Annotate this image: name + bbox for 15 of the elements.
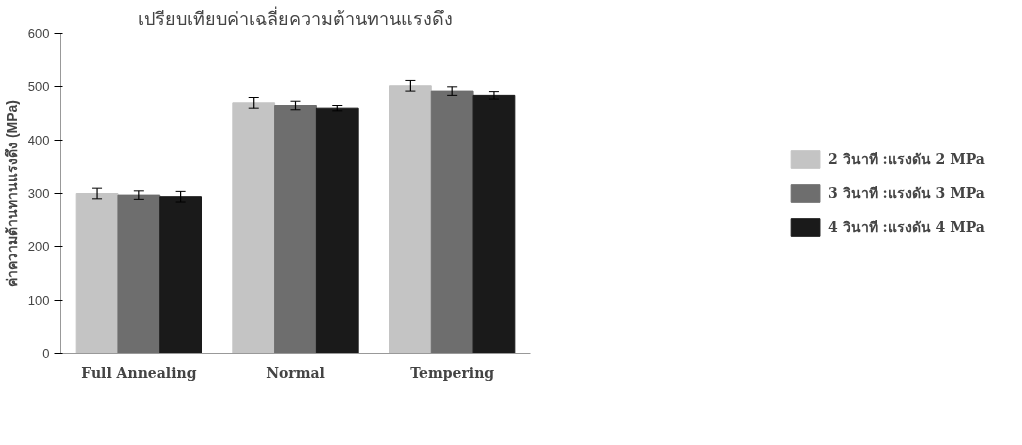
chart-title: เปรียบเทียบค่าเฉลี่ยความต้านทานแรงดึง — [138, 5, 453, 29]
y-axis-title: ค่าความต้านทานแรงดึง (MPa) — [3, 100, 20, 287]
y-tick-label: 600 — [27, 26, 50, 41]
x-tick-label: Full Annealing — [81, 364, 197, 381]
legend-label: 2 วินาที :แรงดัน 2 MPa — [828, 150, 985, 169]
y-tick-label: 0 — [42, 346, 50, 361]
y-tick-label: 200 — [27, 239, 50, 255]
x-tick-label: Tempering — [410, 364, 495, 381]
legend-label: 3 วินาที :แรงดัน 3 MPa — [828, 184, 985, 203]
x-tick-label: Normal — [266, 364, 325, 381]
y-tick-label: 100 — [27, 292, 50, 308]
y-tick-label: 500 — [27, 79, 50, 95]
y-tick-label: 400 — [27, 132, 50, 148]
y-tick-label: 300 — [27, 186, 50, 201]
legend-label: 4 วินาที :แรงดัน 4 MPa — [828, 218, 985, 237]
